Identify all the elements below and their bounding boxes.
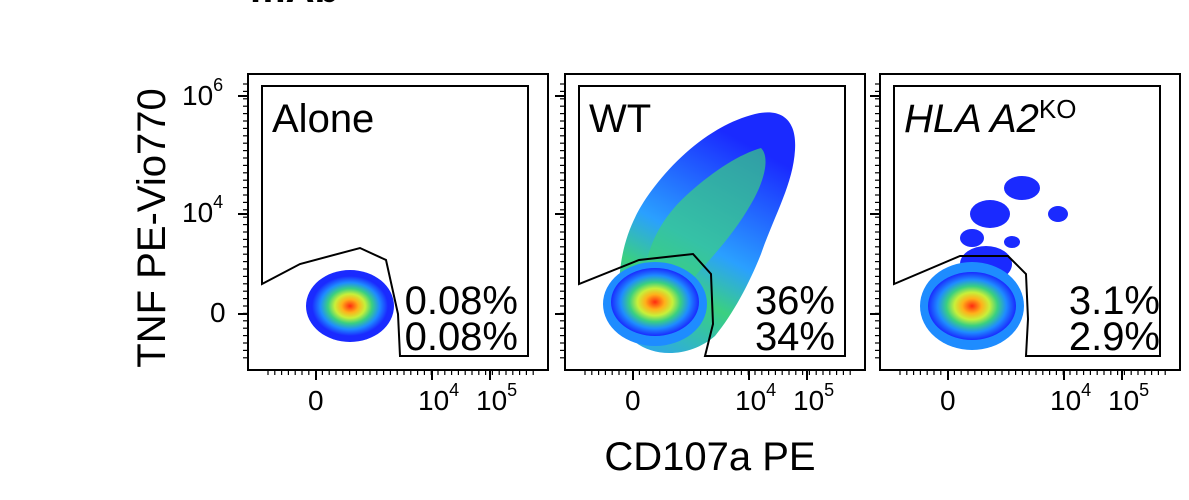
density-population [920,176,1068,350]
density-cluster [1004,236,1020,248]
gated-percent-top: 36% [755,279,835,323]
y-tick-label-1e6: 106 [182,75,223,111]
gated-percent-bottom: 34% [755,315,835,359]
panel-hla-a2ko: HLA A2KO 3.1% 2.9% [879,73,1181,371]
panel-title: Alone [272,97,374,141]
panel-alone: Alone 0.08% 0.08% [247,73,549,371]
y-tick-labels: 106 104 0 [182,75,226,328]
y-tick-label-0: 0 [210,297,226,328]
gated-percent-bottom: 2.9% [1069,315,1160,359]
x-tick-label: 0 [308,385,324,416]
panel-wt: WT 36% 34% [564,73,866,371]
x-tick-label: 105 [1108,380,1149,416]
x-tick-label: 104 [1050,380,1091,416]
x-axis-label: CD107a PE [604,435,815,479]
gate-polygon [261,85,529,357]
density-cluster [960,229,984,247]
y-tick-label-1e4: 104 [182,192,223,228]
density-cluster [1048,206,1068,222]
x-tick-label: 104 [735,380,776,416]
x-tick-label: 0 [940,385,956,416]
density-core [312,276,388,336]
gate-polygon [578,85,846,357]
x-tick-label: 105 [793,380,834,416]
density-core [928,272,1016,340]
gated-percent-bottom: 0.08% [405,315,518,359]
x-tick-label: 105 [476,380,517,416]
panel-title: WT [589,97,651,141]
density-cluster [1004,176,1040,200]
density-core [611,268,699,336]
gated-percent-top: 0.08% [405,279,518,323]
density-population [306,270,394,342]
header-fragment: mAb [250,0,339,11]
gated-percent-top: 3.1% [1069,279,1160,323]
axis-ticks [238,83,1166,380]
panel-title: HLA A2KO [904,94,1076,141]
x-tick-labels: 0 104 105 0 104 105 0 104 105 [308,380,1149,416]
x-tick-label: 0 [625,385,641,416]
gate-polygon [893,85,1161,357]
x-tick-label: 104 [418,380,459,416]
density-cluster [970,200,1010,228]
y-axis-label: TNF PE-Vio770 [130,88,174,367]
